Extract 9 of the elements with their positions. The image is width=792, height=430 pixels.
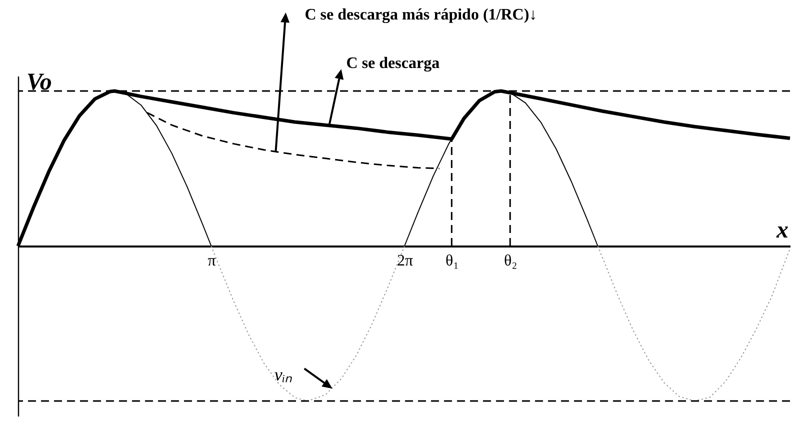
annotation: vᵢₙ xyxy=(274,364,294,385)
x-tick-label: θ₂ xyxy=(504,252,518,270)
y-axis-title: Vo xyxy=(26,70,52,96)
x-tick-label: π xyxy=(208,252,216,270)
x-tick-label: 2π xyxy=(396,252,414,270)
annotation: C se descarga xyxy=(346,55,440,72)
annotation: C se descarga más rápido (1/RC)↓ xyxy=(304,6,538,24)
x-tick-label: θ₁ xyxy=(446,252,459,270)
x-axis-title: x xyxy=(776,218,788,244)
